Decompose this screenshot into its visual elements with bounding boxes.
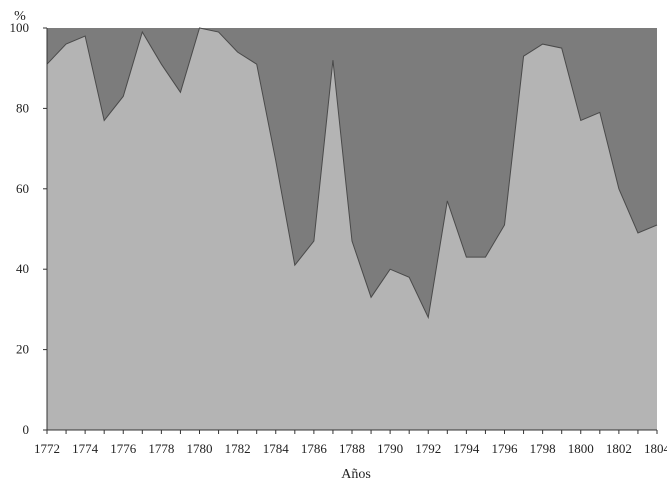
x-tick-label: 1792 bbox=[415, 441, 441, 456]
x-tick-label: 1780 bbox=[187, 441, 213, 456]
x-tick-label: 1774 bbox=[72, 441, 99, 456]
x-tick-label: 1790 bbox=[377, 441, 403, 456]
x-tick-label: 1772 bbox=[34, 441, 60, 456]
y-tick-label: 80 bbox=[16, 100, 29, 115]
y-tick-label: 0 bbox=[23, 422, 30, 437]
y-tick-label: 20 bbox=[16, 342, 29, 357]
y-axis-label: % bbox=[14, 9, 26, 24]
y-tick-label: 40 bbox=[16, 261, 29, 276]
y-tick-label: 100 bbox=[10, 20, 30, 35]
x-tick-label: 1802 bbox=[606, 441, 632, 456]
x-axis: 1772 1774 1776 1778 1780 1782 1784 1786 1788 1790… bbox=[34, 429, 667, 456]
x-tick-label: 1800 bbox=[568, 441, 594, 456]
x-tick-label: 1776 bbox=[110, 441, 137, 456]
series-boundary-line bbox=[46, 27, 658, 320]
series-1-area bbox=[47, 28, 657, 430]
x-tick-label: 1798 bbox=[530, 441, 556, 456]
x-axis-label: Años bbox=[341, 467, 371, 482]
x-tick-label: 1782 bbox=[225, 441, 251, 456]
series-2-area bbox=[47, 28, 657, 318]
x-tick-label: 1804 bbox=[644, 441, 667, 456]
x-tick-label: 1784 bbox=[263, 441, 290, 456]
y-tick-label: 60 bbox=[16, 181, 29, 196]
x-tick-label: 1778 bbox=[148, 441, 174, 456]
plot-area bbox=[46, 27, 658, 430]
x-tick-label: 1786 bbox=[301, 441, 328, 456]
x-tick-label: 1794 bbox=[453, 441, 480, 456]
x-tick-label: 1788 bbox=[339, 441, 365, 456]
x-tick-label: 1796 bbox=[492, 441, 519, 456]
y-axis: 0 20 40 60 80 100 bbox=[10, 20, 48, 437]
